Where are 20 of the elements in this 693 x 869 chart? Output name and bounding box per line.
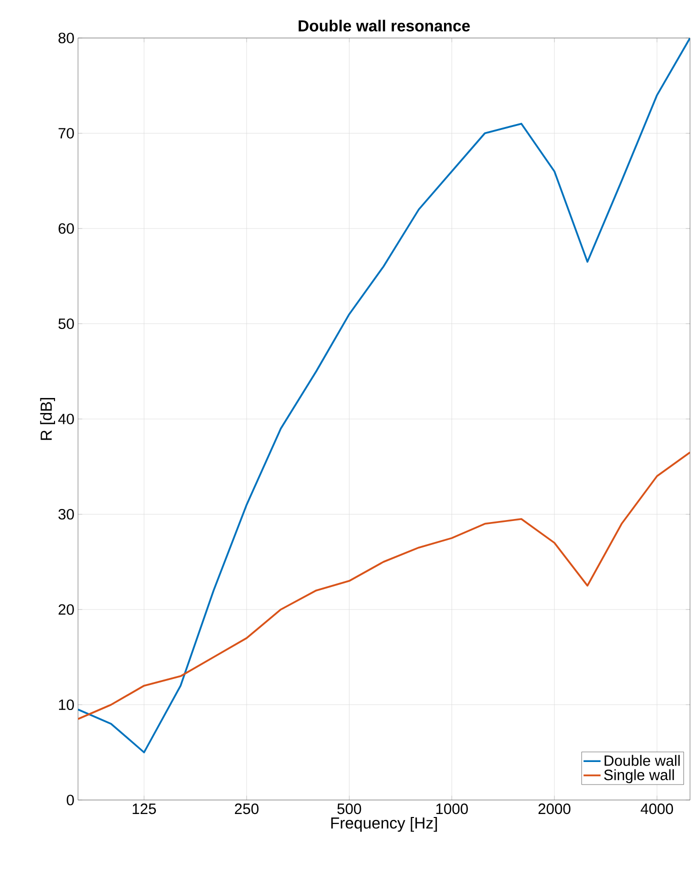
y-tick-label: 10 xyxy=(59,699,74,710)
legend-label: Double wall xyxy=(604,754,680,766)
y-tick-label: 50 xyxy=(58,318,74,330)
y-tick-label: 0 xyxy=(66,794,74,806)
legend-label: Single wall xyxy=(604,769,674,784)
x-tick-label: 125 xyxy=(132,804,156,814)
y-tick-label: 30 xyxy=(58,508,74,520)
y-tick-label: 80 xyxy=(58,32,74,44)
y-tick-label: 70 xyxy=(58,128,74,139)
y-tick-label: 60 xyxy=(58,223,74,234)
y-tick-label: 20 xyxy=(58,604,74,615)
chart-title: Double wall resonance xyxy=(298,20,470,32)
x-tick-label: 250 xyxy=(234,804,259,814)
x-tick-label: 500 xyxy=(337,804,362,814)
x-axis-title: Frequency [Hz] xyxy=(331,816,437,832)
x-tick-label: 2000 xyxy=(538,804,570,814)
x-tick-label: 1000 xyxy=(436,804,468,814)
y-tick-label: 40 xyxy=(58,414,74,424)
y-axis-title: R [dB] xyxy=(40,398,56,440)
x-tick-label: 4000 xyxy=(640,804,674,814)
